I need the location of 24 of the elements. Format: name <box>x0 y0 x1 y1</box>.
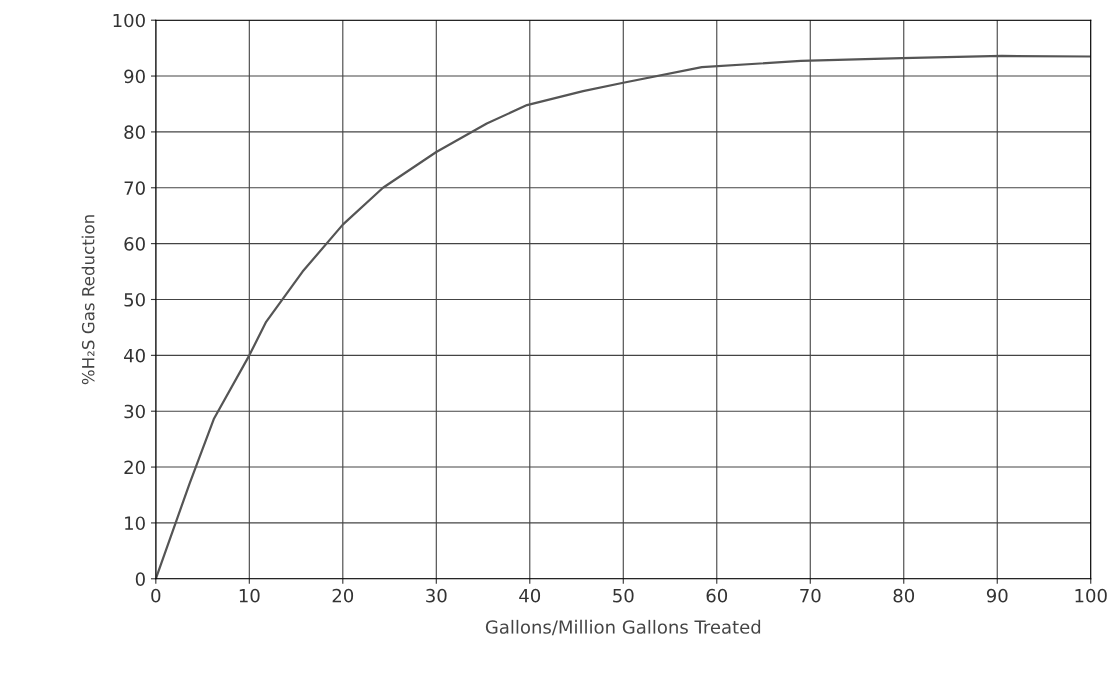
y-tick-label: 50 <box>124 292 145 307</box>
x-tick-label: 0 <box>151 588 161 603</box>
y-tick-label: 20 <box>124 460 145 475</box>
y-tick-label: 90 <box>124 69 145 84</box>
x-tick-label: 70 <box>800 588 821 603</box>
x-tick-label: 90 <box>986 588 1008 603</box>
x-tick-label: 30 <box>426 588 447 603</box>
x-tick-label: 60 <box>706 588 728 603</box>
y-tick-label: 100 <box>113 13 145 28</box>
x-tick-label: 20 <box>332 588 354 603</box>
x-tick-label: 80 <box>893 588 915 603</box>
y-tick-label: 0 <box>135 572 145 586</box>
x-tick-label: 40 <box>519 588 541 603</box>
x-tick-label: 100 <box>1075 588 1107 603</box>
x-axis-title: Gallons/Million Gallons Treated <box>485 619 761 636</box>
y-tick-label: 10 <box>125 516 145 531</box>
x-tick-label: 10 <box>239 588 260 603</box>
y-tick-label: 70 <box>124 181 145 195</box>
y-tick-label: 40 <box>124 348 145 363</box>
x-tick-label: 50 <box>613 588 634 603</box>
y-axis-title: %H₂S Gas Reduction <box>81 215 95 385</box>
y-tick-label: 30 <box>124 404 145 419</box>
y-tick-label: 60 <box>124 237 145 251</box>
y-tick-label: 80 <box>124 125 145 140</box>
